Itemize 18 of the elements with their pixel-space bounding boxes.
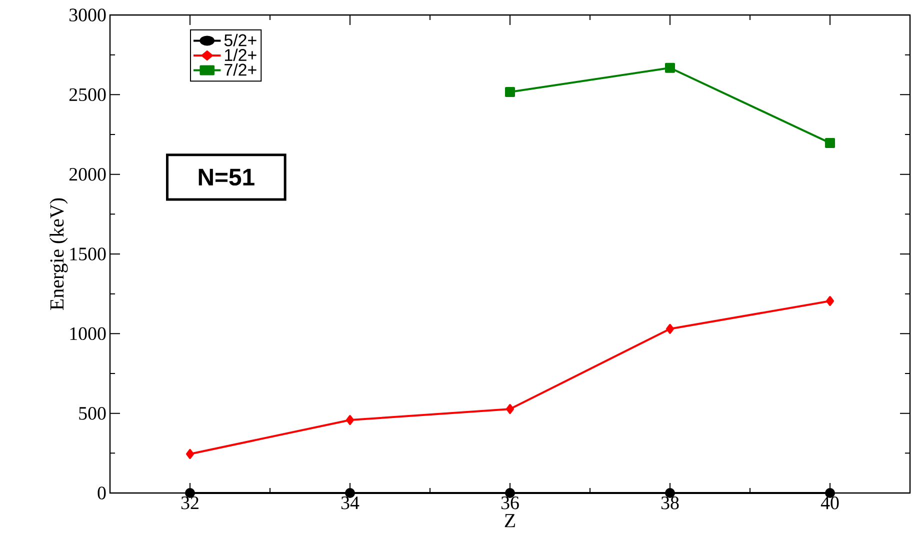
y-tick-label: 2000 <box>69 168 106 181</box>
legend-label: 7/2+ <box>224 63 256 76</box>
y-axis-title: Energie (keV) <box>50 198 68 310</box>
legend-label: 1/2+ <box>225 48 256 62</box>
x-axis-title: Z <box>504 514 515 528</box>
y-tick-label: 1000 <box>70 327 106 340</box>
y-tick-label: 500 <box>79 406 106 420</box>
legend-label: 5/2+ <box>224 34 256 46</box>
x-tick-label: 32 <box>181 496 198 510</box>
y-tick-label: 3000 <box>70 8 106 22</box>
x-tick-label: 34 <box>341 496 360 510</box>
annotation: N=51 <box>198 168 254 186</box>
y-tick-label: 2500 <box>69 88 106 102</box>
y-tick-label: 1500 <box>70 248 106 260</box>
x-tick-label: 40 <box>820 496 839 510</box>
x-tick-label: 36 <box>501 496 519 510</box>
x-tick-label: 38 <box>661 496 679 510</box>
y-tick-label: 0 <box>98 486 106 500</box>
